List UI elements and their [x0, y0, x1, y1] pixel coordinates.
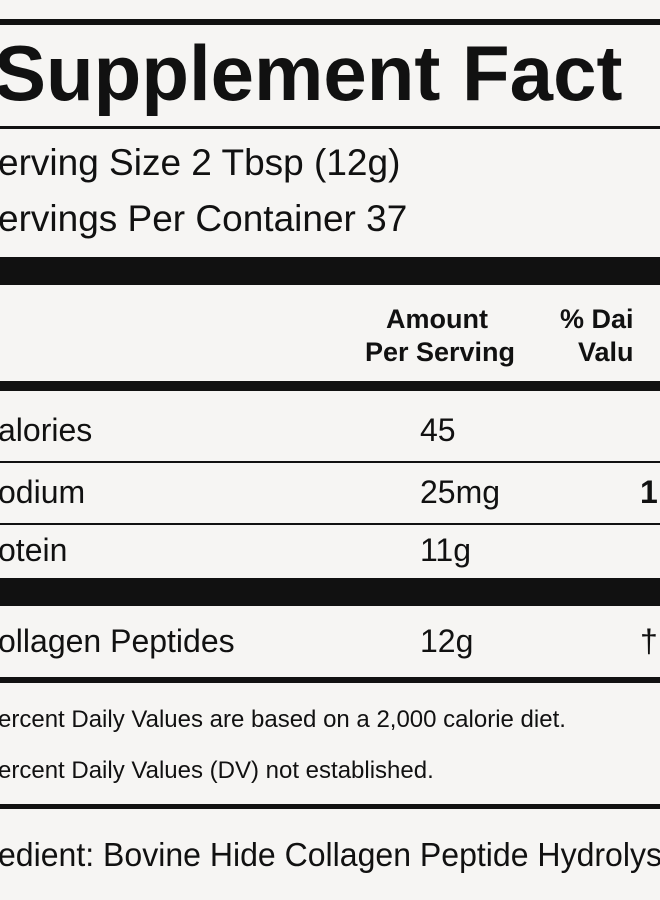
row-rule — [0, 523, 660, 525]
rule — [0, 677, 660, 683]
servings-per-container: ervings Per Container 37 — [0, 198, 407, 239]
nutrient-name: alories — [0, 412, 92, 448]
daily-value: 1 — [640, 474, 658, 510]
footnote: ercent Daily Values (DV) not established… — [0, 757, 434, 784]
row-rule — [0, 461, 660, 463]
rule — [0, 381, 660, 391]
nutrient-amount: 12g — [420, 623, 473, 659]
column-header: Per Serving — [365, 337, 515, 367]
column-header: % Dai — [560, 304, 634, 334]
rule — [0, 257, 660, 285]
column-header: Valu — [578, 337, 634, 367]
footnote: ercent Daily Values are based on a 2,000… — [0, 706, 566, 733]
nutrient-name: odium — [0, 474, 85, 510]
nutrient-name: ollagen Peptides — [0, 623, 235, 659]
rule — [0, 126, 660, 129]
nutrient-amount: 11g — [420, 532, 471, 568]
daily-value: † — [640, 623, 658, 659]
rule — [0, 578, 660, 606]
serving-size: erving Size 2 Tbsp (12g) — [0, 142, 400, 183]
nutrient-amount: 45 — [420, 412, 456, 448]
rule — [0, 19, 660, 25]
nutrient-amount: 25mg — [420, 474, 500, 510]
column-header: Amount — [386, 304, 488, 334]
nutrient-rows: alories 45 odium 25mg 1 otein 11g ollagen Pepti… — [0, 412, 660, 659]
rule — [0, 804, 660, 809]
title: Supplement Fact — [0, 29, 622, 117]
nutrient-name: otein — [0, 532, 67, 568]
ingredients: edient: Bovine Hide Collagen Peptide Hyd… — [0, 836, 660, 873]
